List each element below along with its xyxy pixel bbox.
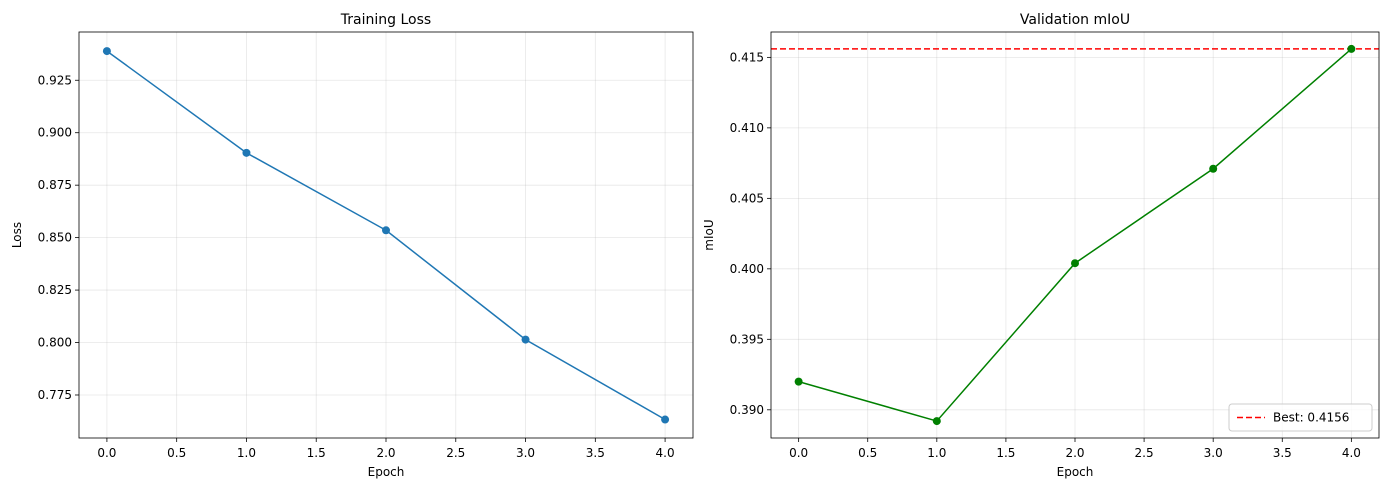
validation-miou-legend-label: Best: 0.4156 [1273,411,1349,425]
training-loss-xtick-label: 2.0 [376,446,395,460]
training-loss-data-point [242,148,251,157]
training-loss-ytick-label: 0.925 [38,73,72,87]
validation-miou-xtick-label: 4.0 [1342,446,1361,460]
training-loss-xtick-label: 1.5 [307,446,326,460]
training-loss-xtick-label: 4.0 [656,446,675,460]
validation-miou-xtick-label: 2.5 [1135,446,1154,460]
validation-miou-data-point [1347,44,1356,53]
validation-miou-title: Validation mIoU [1020,12,1130,28]
validation-miou-xtick-label: 0.5 [858,446,877,460]
validation-miou-xtick-label: 3.5 [1273,446,1292,460]
validation-miou-ytick-label: 0.410 [730,121,764,135]
training-loss-grid [79,32,693,438]
training-loss-xlabel: Epoch [368,465,405,479]
validation-miou-grid [771,32,1379,438]
training-loss-data-point [382,226,390,235]
training-loss-xtick-label: 2.5 [446,446,465,460]
validation-miou-ytick-label: 0.415 [730,50,764,64]
training-loss-xtick-label: 0.5 [167,446,186,460]
training-loss-panel: Training Loss Epoch Loss 0.0 0.5 1.0 1.5 2.0… [10,12,694,479]
validation-miou-data-point [932,417,941,426]
validation-miou-data-point [1209,164,1218,173]
validation-miou-legend-box [1228,403,1373,432]
training-loss-ytick-label: 0.800 [38,336,72,350]
validation-miou-xtick-label: 0.0 [789,446,808,460]
validation-miou-ylabel: mIoU [702,219,716,250]
training-loss-xtick-label: 1.0 [237,446,256,460]
training-loss-axes-frame [78,31,694,439]
validation-miou-data-point [794,377,803,386]
training-loss-data-point [521,335,530,344]
training-loss-xtick-label: 0.0 [97,446,116,460]
training-loss-ytick-label: 0.850 [38,231,72,245]
training-loss-data-point [661,415,670,424]
validation-miou-panel: Validation mIoU Epoch mIoU 0.0 0.5 1.0 1.5 2… [702,12,1380,479]
validation-miou-xlabel: Epoch [1057,465,1094,479]
training-loss-ytick-label: 0.825 [38,283,72,297]
training-loss-ylabel: Loss [10,222,24,248]
validation-miou-legend: Best: 0.4156 [1228,403,1373,432]
validation-miou-ytick-label: 0.400 [730,262,764,276]
training-loss-ytick-label: 0.900 [38,126,72,140]
training-loss-xtick-label: 3.0 [516,446,535,460]
validation-miou-xtick-label: 2.0 [1065,446,1084,460]
training-loss-ytick-label: 0.875 [38,178,72,192]
validation-miou-ytick-label: 0.390 [730,403,764,417]
validation-miou-xtick-label: 3.0 [1204,446,1223,460]
training-loss-title: Training Loss [340,12,431,28]
training-loss-ytick-label: 0.775 [38,388,72,402]
validation-miou-ytick-label: 0.395 [730,332,764,346]
validation-miou-xtick-label: 1.5 [996,446,1015,460]
training-loss-xtick-label: 3.5 [586,446,605,460]
validation-miou-data-point [1071,259,1079,268]
training-loss-data-point [102,47,111,56]
validation-miou-axes-frame [770,31,1380,439]
validation-miou-ytick-label: 0.405 [730,191,764,205]
validation-miou-xtick-label: 1.0 [927,446,946,460]
